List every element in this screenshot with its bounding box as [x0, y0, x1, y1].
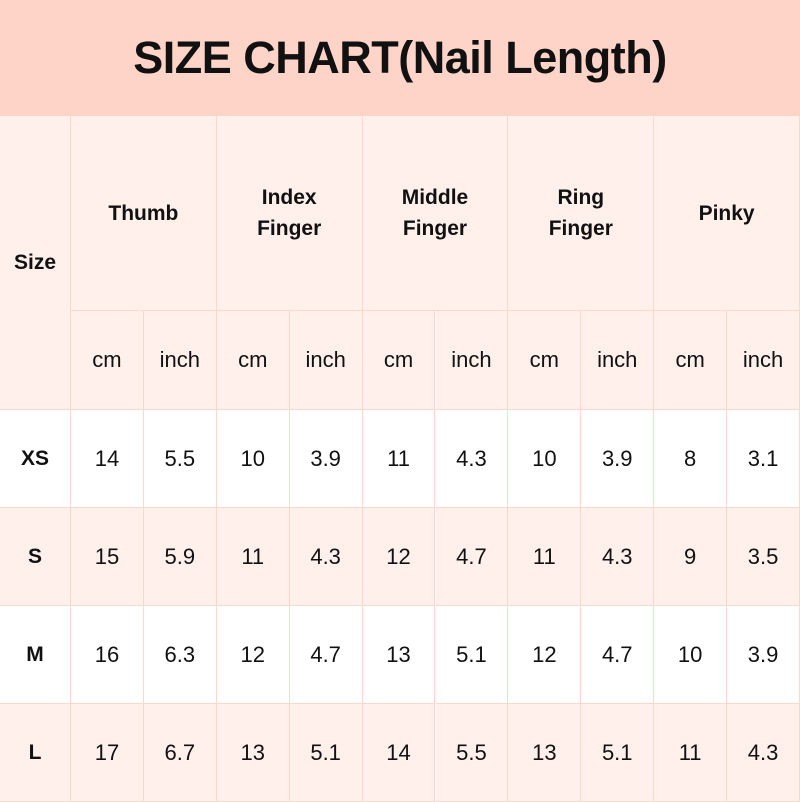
table-cell: 3.5	[727, 508, 800, 606]
table-cell: 5.1	[435, 606, 509, 704]
size-chart-table: Size Thumb cm inch Index Finger cm inch Middle …	[0, 116, 800, 802]
table-cell: 4.7	[581, 606, 655, 704]
size-label: XS	[0, 410, 71, 508]
table-cell: 5.1	[581, 704, 655, 802]
finger-header: Middle Finger	[362, 116, 509, 311]
unit-header: cm	[362, 311, 436, 410]
size-column-header: Size	[0, 116, 71, 410]
table-cell: 12	[362, 508, 436, 606]
table-cell: 4.3	[581, 508, 655, 606]
table-cell: 5.1	[289, 704, 363, 802]
size-label: L	[0, 704, 71, 802]
table-cell: 5.5	[143, 410, 217, 508]
table-cell: 17	[71, 704, 144, 802]
size-label: M	[0, 606, 71, 704]
table-cell: 4.7	[289, 606, 363, 704]
finger-header: Thumb	[71, 116, 217, 311]
table-cell: 10	[654, 606, 728, 704]
table-cell: 11	[508, 508, 582, 606]
table-cell: 14	[362, 704, 436, 802]
table-cell: 4.3	[727, 704, 800, 802]
table-cell: 3.1	[727, 410, 800, 508]
table-cell: 11	[654, 704, 728, 802]
finger-header: Index Finger	[216, 116, 363, 311]
page-title: SIZE CHART(Nail Length)	[0, 0, 800, 116]
unit-header: cm	[216, 311, 290, 410]
table-cell: 3.9	[289, 410, 363, 508]
table-cell: 13	[508, 704, 582, 802]
unit-header: cm	[71, 311, 144, 410]
table-cell: 3.9	[581, 410, 655, 508]
table-cell: 13	[362, 606, 436, 704]
table-cell: 6.3	[143, 606, 217, 704]
unit-header: inch	[289, 311, 363, 410]
table-cell: 9	[654, 508, 728, 606]
unit-header: inch	[727, 311, 800, 410]
unit-header: cm	[654, 311, 728, 410]
unit-header: cm	[508, 311, 582, 410]
table-cell: 5.9	[143, 508, 217, 606]
unit-header: inch	[581, 311, 655, 410]
table-cell: 3.9	[727, 606, 800, 704]
table-cell: 16	[71, 606, 144, 704]
table-cell: 4.3	[435, 410, 509, 508]
table-cell: 10	[216, 410, 290, 508]
table-cell: 4.7	[435, 508, 509, 606]
table-cell: 12	[216, 606, 290, 704]
finger-header: Pinky	[654, 116, 800, 311]
unit-header: inch	[435, 311, 509, 410]
table-cell: 13	[216, 704, 290, 802]
size-label: S	[0, 508, 71, 606]
table-cell: 15	[71, 508, 144, 606]
table-cell: 11	[216, 508, 290, 606]
table-cell: 10	[508, 410, 582, 508]
table-cell: 11	[362, 410, 436, 508]
table-cell: 4.3	[289, 508, 363, 606]
table-cell: 5.5	[435, 704, 509, 802]
finger-header: Ring Finger	[508, 116, 655, 311]
unit-header: inch	[143, 311, 217, 410]
table-cell: 12	[508, 606, 582, 704]
table-cell: 14	[71, 410, 144, 508]
table-cell: 8	[654, 410, 728, 508]
table-cell: 6.7	[143, 704, 217, 802]
